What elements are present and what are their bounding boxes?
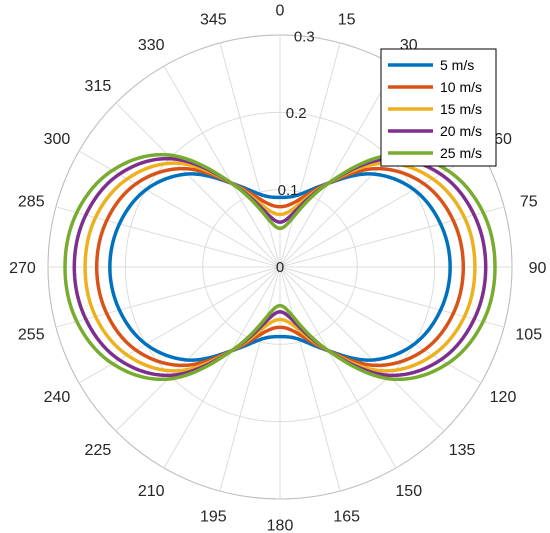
theta-tick-label: 60 xyxy=(494,131,512,148)
grid-spoke xyxy=(219,266,281,492)
theta-tick-label: 330 xyxy=(138,37,165,54)
theta-tick-label: 180 xyxy=(267,518,294,533)
theta-tick-label: 315 xyxy=(85,78,112,95)
r-tick-label: 0.3 xyxy=(294,28,315,45)
theta-tick-label: 285 xyxy=(18,193,45,210)
theta-tick-label: 75 xyxy=(520,193,538,210)
r-tick-label: 0.2 xyxy=(286,105,307,122)
theta-tick-label: 270 xyxy=(9,260,36,277)
grid-spoke xyxy=(115,102,281,268)
grid-spoke xyxy=(279,266,505,328)
theta-tick-label: 255 xyxy=(18,327,45,344)
theta-tick-label: 120 xyxy=(490,389,517,406)
series-line-5 xyxy=(63,152,497,382)
legend-label: 20 m/s xyxy=(440,123,482,139)
theta-tick-label: 240 xyxy=(44,389,71,406)
theta-tick-label: 90 xyxy=(529,260,547,277)
grid-spoke xyxy=(279,266,341,492)
grid-spoke xyxy=(163,266,281,469)
grid-spoke xyxy=(55,206,281,268)
r-tick-label: 0.1 xyxy=(278,182,299,199)
theta-tick-label: 135 xyxy=(449,442,476,459)
theta-tick-label: 225 xyxy=(85,442,112,459)
theta-tick-label: 210 xyxy=(138,483,165,500)
theta-tick-label: 15 xyxy=(338,11,356,28)
grid-spoke xyxy=(55,266,281,328)
theta-tick-label: 0 xyxy=(276,2,285,19)
grid-spoke xyxy=(163,65,281,268)
theta-tick-label: 345 xyxy=(200,11,227,28)
series-lines xyxy=(63,152,497,382)
theta-tick-label: 165 xyxy=(333,509,360,526)
series-line-1 xyxy=(108,172,452,362)
grid-spoke xyxy=(279,65,397,268)
theta-tick-label: 300 xyxy=(44,131,71,148)
series-line-4 xyxy=(72,156,488,378)
legend-label: 5 m/s xyxy=(440,57,474,73)
series-line-2 xyxy=(94,166,466,368)
theta-tick-label: 195 xyxy=(200,509,227,526)
grid-spoke xyxy=(279,266,445,432)
grid-spoke xyxy=(115,266,281,432)
legend-label: 10 m/s xyxy=(440,79,482,95)
series-line-3 xyxy=(83,161,477,373)
legend-label: 15 m/s xyxy=(440,101,482,117)
grid-spoke xyxy=(279,266,397,469)
legend-label: 25 m/s xyxy=(440,145,482,161)
theta-tick-label: 105 xyxy=(515,327,542,344)
theta-tick-label: 150 xyxy=(395,483,422,500)
r-tick-label: 0 xyxy=(276,259,284,276)
grid-spoke xyxy=(279,206,505,268)
grid-spoke xyxy=(279,42,341,268)
grid-spoke xyxy=(219,42,281,268)
legend: 5 m/s 10 m/s 15 m/s 20 m/s 25 m/s xyxy=(380,48,497,167)
